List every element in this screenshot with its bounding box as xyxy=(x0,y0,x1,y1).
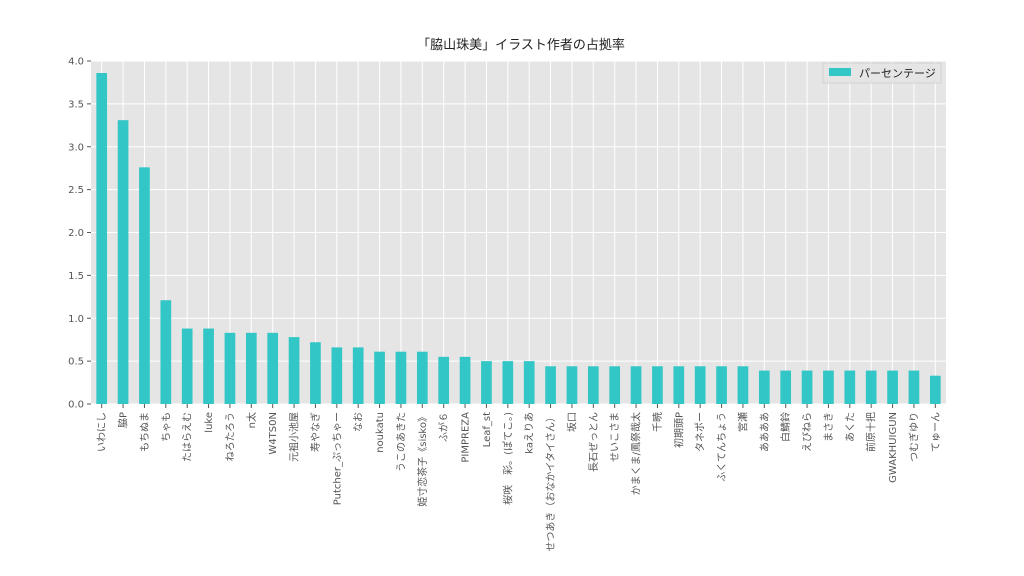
x-tick-label: いわにし xyxy=(96,412,108,452)
bar xyxy=(245,332,257,404)
x-tick-label: 前原十把 xyxy=(865,412,878,452)
bar xyxy=(438,356,450,404)
bar xyxy=(823,370,834,404)
bar xyxy=(844,370,856,404)
x-tick-label: luke xyxy=(204,412,215,433)
legend-box xyxy=(822,62,942,84)
x-tick-label: 長石ぜっとん xyxy=(588,412,600,472)
x-tick-label: かまくま/鳳祭哉太 xyxy=(630,412,643,495)
bar xyxy=(673,366,685,404)
bar xyxy=(352,347,364,404)
x-tick-label: 初期頭P xyxy=(672,412,685,448)
legend: パーセンテージ xyxy=(822,62,942,84)
bar xyxy=(224,332,236,404)
bar xyxy=(801,370,813,404)
bar xyxy=(502,361,514,404)
y-tick-label: 2.5 xyxy=(68,185,84,196)
x-tick-label: つむぎゆり xyxy=(907,412,920,462)
bar xyxy=(181,328,193,404)
y-tick-label: 1.0 xyxy=(68,314,84,325)
bar xyxy=(481,361,492,404)
bar xyxy=(459,356,471,404)
bar xyxy=(203,328,214,404)
x-tick-label: n太 xyxy=(245,412,258,428)
bar xyxy=(331,347,343,404)
bar xyxy=(139,167,150,404)
bar xyxy=(780,370,792,404)
chart-title: 「脇山珠美」イラスト作者の占拠率 xyxy=(417,37,625,53)
x-tick-label: 千暁 xyxy=(652,412,664,432)
bar xyxy=(395,351,407,404)
bar xyxy=(374,351,385,404)
x-tick-label: もちぬま xyxy=(139,412,151,452)
bar xyxy=(523,361,535,404)
x-tick-label: 宮瀬 xyxy=(736,412,749,432)
legend-swatch xyxy=(829,68,851,76)
x-tick-label: PIMPREZA xyxy=(461,412,472,463)
bar xyxy=(908,370,920,404)
bar xyxy=(117,120,129,404)
y-axis: 0.0 0.5 1.0 1.5 2.0 2.5 3.0 3.5 4.0 xyxy=(68,57,91,411)
bar xyxy=(288,337,300,404)
x-tick-label: タネポー xyxy=(695,412,707,452)
bar xyxy=(609,366,621,404)
bar xyxy=(929,375,941,404)
x-tick-label: てゅーん xyxy=(930,412,942,452)
x-tick-label: Leaf_st xyxy=(482,412,493,447)
bar xyxy=(96,73,108,404)
x-tick-label: 坂口 xyxy=(566,412,578,432)
bar xyxy=(566,366,578,404)
bar xyxy=(737,366,749,404)
x-tick-label: ふが６ xyxy=(437,412,450,442)
x-tick-label: なお xyxy=(353,412,365,432)
y-tick-label: 3.5 xyxy=(68,99,84,110)
y-tick-label: 3.0 xyxy=(68,142,84,153)
y-tick-label: 2.0 xyxy=(68,228,84,239)
x-tick-label: GWAKHUIGUN xyxy=(888,412,899,483)
bar xyxy=(758,370,770,404)
x-tick-label: 姫寸恋茶子《sisko》 xyxy=(416,412,429,507)
x-tick-label: えびねら xyxy=(802,412,814,452)
x-tick-label: kaえりあ xyxy=(524,412,536,454)
y-tick-label: 1.5 xyxy=(68,271,84,282)
bar xyxy=(630,366,642,404)
bar xyxy=(865,370,877,404)
y-tick-label: 0.0 xyxy=(68,400,84,411)
x-axis: いわにし 脇P もちぬま ちゃも たはらえむ luke ねろたろう n太 W4TS0N 元祖小池屋… xyxy=(96,404,942,552)
bar xyxy=(545,366,556,404)
x-tick-label: せつあき（おなかイタイさん） xyxy=(545,412,557,552)
x-tick-label: たはらえむ xyxy=(182,412,194,462)
bar xyxy=(652,366,663,404)
x-tick-label: ちゃも xyxy=(160,412,172,442)
y-tick-label: 0.5 xyxy=(68,357,84,368)
x-tick-label: ねろたろう xyxy=(224,412,236,461)
bar xyxy=(716,366,727,404)
bar xyxy=(310,342,321,404)
bar xyxy=(416,351,428,404)
x-tick-label: 白鯖鈴 xyxy=(779,412,792,442)
x-tick-label: ふくてんちょう xyxy=(716,412,728,482)
bars xyxy=(96,73,941,404)
x-tick-label: 脇P xyxy=(118,412,130,428)
x-tick-label: まさき xyxy=(823,412,835,442)
legend-label: パーセンテージ xyxy=(859,67,936,80)
x-tick-label: うこのあきた xyxy=(395,412,407,472)
bar xyxy=(587,366,599,404)
x-tick-label: ああああ xyxy=(759,412,771,452)
x-tick-label: せいこさま xyxy=(609,412,621,462)
bar xyxy=(694,366,706,404)
x-tick-label: 元祖小池屋 xyxy=(288,412,301,462)
y-tick-label: 4.0 xyxy=(68,57,84,68)
bar xyxy=(267,332,279,404)
x-tick-label: 桜咲 彩。(ぽてこ。) xyxy=(501,412,514,505)
bar xyxy=(887,370,898,404)
x-tick-label: W4TS0N xyxy=(268,412,279,455)
x-tick-label: Putcher_ぷっちゃー xyxy=(331,412,343,505)
x-tick-label: noukatu xyxy=(375,412,386,453)
x-tick-label: あくた xyxy=(844,412,856,442)
x-tick-label: 寿やなぎ xyxy=(309,412,322,452)
bar xyxy=(160,300,172,404)
